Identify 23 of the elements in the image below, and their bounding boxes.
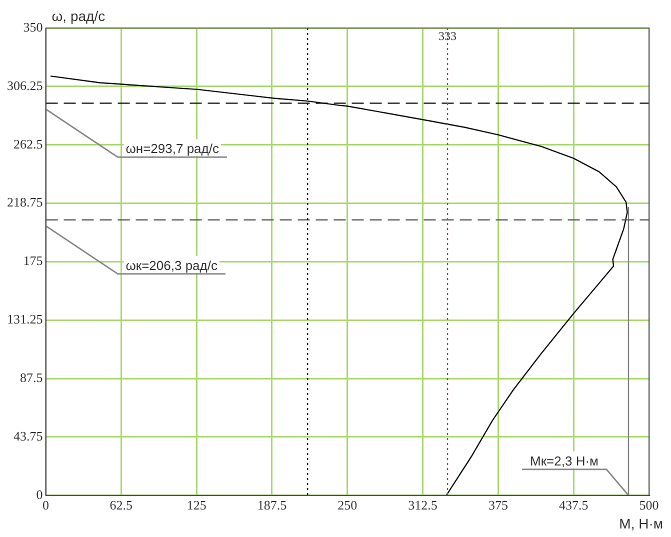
annotation: Мк=2,3 Н·м [530, 453, 599, 468]
y-tick-label: 0 [36, 486, 43, 502]
x-tick-label: 187.5 [257, 498, 287, 513]
y-axis-title: ω, рад/с [52, 8, 106, 24]
y-tick-label: 350 [23, 19, 43, 34]
x-tick-label: 62.5 [110, 498, 133, 513]
ref-line-label: 333 [438, 29, 457, 44]
x-tick-label: 312.5 [408, 498, 438, 513]
ref-line-label: ωн=293,7 рад/с [126, 141, 220, 156]
x-tick-label: 125 [186, 498, 206, 513]
y-tick-label: 131.25 [7, 312, 43, 327]
y-tick-label: 175 [23, 253, 43, 268]
y-tick-label: 87.5 [20, 370, 43, 385]
y-tick-label: 262.5 [14, 136, 43, 152]
x-tick-label: 437.5 [558, 498, 588, 513]
x-tick-label: 375 [488, 498, 508, 513]
ref-line-label: ωк=206,3 рад/с [126, 258, 218, 273]
y-tick-label: 43.75 [14, 428, 43, 444]
y-tick-label: 306.25 [7, 78, 43, 93]
y-tick-label: 218.75 [7, 194, 43, 210]
x-axis-title: M, Н·м [619, 515, 663, 532]
x-tick-label: 250 [338, 498, 358, 513]
x-tick-label: 500 [639, 498, 659, 513]
